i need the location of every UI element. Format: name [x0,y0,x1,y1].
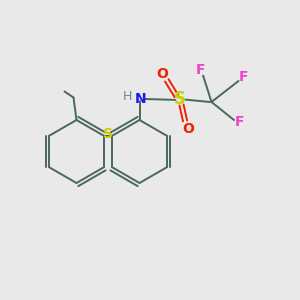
Text: N: N [135,92,147,106]
Text: F: F [239,70,249,84]
Text: O: O [156,67,168,81]
Text: S: S [174,90,186,108]
Text: H: H [123,90,132,104]
Text: O: O [182,122,194,136]
Text: F: F [235,115,244,128]
Text: F: F [195,63,205,77]
Text: S: S [103,127,113,141]
